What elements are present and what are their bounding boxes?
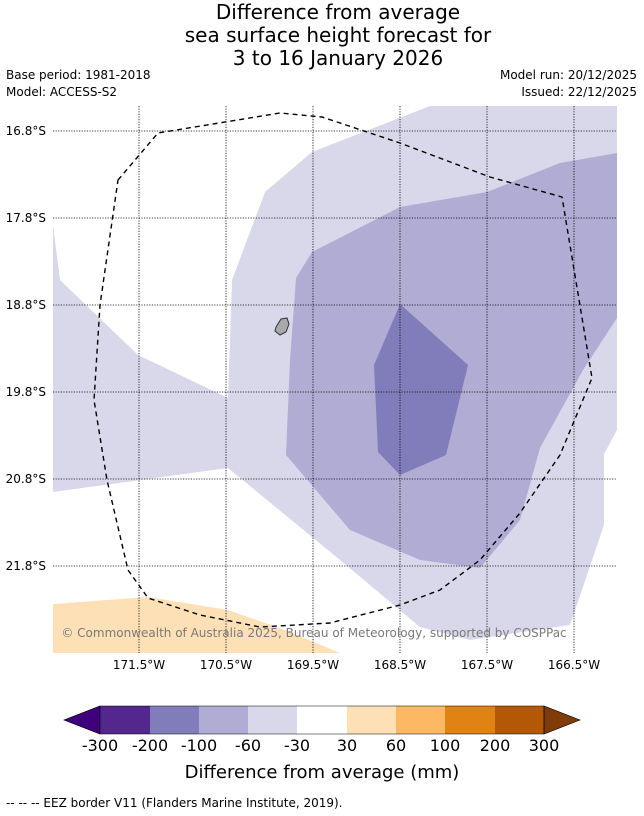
lat-labels: 16.8°S 17.8°S 18.8°S 19.8°S 20.8°S 21.8°… (6, 124, 46, 573)
colorbar-tick: -60 (235, 736, 261, 755)
colorbar-tick: 30 (337, 736, 357, 755)
base-period: Base period: 1981-2018 (6, 68, 151, 82)
colorbar-tick: -200 (132, 736, 168, 755)
issued-date: Issued: 22/12/2025 (521, 85, 637, 99)
chart-title: Difference from average sea surface heig… (0, 1, 644, 70)
lon-label: 167.5°W (461, 658, 513, 672)
colorbar-segment (543, 705, 581, 735)
eez-legend-note: -- -- -- EEZ border V11 (Flanders Marine… (6, 796, 343, 810)
lon-label: 169.5°W (287, 658, 339, 672)
colorbar-tick: 100 (430, 736, 461, 755)
colorbar-segment (63, 705, 101, 735)
island-land (274, 317, 290, 336)
lon-label: 168.5°W (374, 658, 426, 672)
colorbar: -300 -200 -100 -60 -30 30 60 100 200 300… (63, 705, 581, 783)
colorbar-tick: 60 (386, 736, 406, 755)
lat-label: 21.8°S (6, 559, 46, 573)
colorbar-segment (445, 706, 495, 734)
colorbar-segment (347, 706, 396, 734)
lat-label: 16.8°S (6, 124, 46, 138)
graticule (53, 106, 617, 653)
contour-band-plus30 (53, 597, 340, 653)
colorbar-tick: -100 (181, 736, 217, 755)
colorbar-segment (495, 706, 544, 734)
meta-left: Base period: 1981-2018 Model: ACCESS-S2 (6, 67, 151, 101)
colorbar-segment (248, 706, 297, 734)
copyright-text: © Commonwealth of Australia 2025, Bureau… (61, 626, 566, 640)
lat-label: 17.8°S (6, 211, 46, 225)
colorbar-segment (199, 706, 248, 734)
colorbar-segment (396, 706, 445, 734)
lon-label: 166.5°W (548, 658, 600, 672)
title-line-3: 3 to 16 January 2026 (232, 46, 444, 70)
lat-label: 20.8°S (6, 472, 46, 486)
colorbar-segment (150, 706, 199, 734)
colorbar-tick: 300 (529, 736, 560, 755)
lon-labels: 171.5°W 170.5°W 169.5°W 168.5°W 167.5°W … (113, 658, 600, 672)
colorbar-segment (297, 706, 347, 734)
lon-label: 171.5°W (113, 658, 165, 672)
lon-label: 170.5°W (200, 658, 252, 672)
contour-band-minus100 (374, 304, 468, 475)
model-run: Model run: 20/12/2025 (499, 68, 637, 82)
colorbar-segment (100, 706, 150, 734)
map-area: © Commonwealth of Australia 2025, Bureau… (53, 106, 617, 653)
title-line-2: sea surface height forecast for (184, 23, 492, 47)
colorbar-tick: 200 (480, 736, 511, 755)
lat-label: 18.8°S (6, 298, 46, 312)
colorbar-title: Difference from average (mm) (185, 762, 460, 783)
title-line-1: Difference from average (215, 0, 461, 24)
colorbar-tick: -30 (284, 736, 310, 755)
eez-border (93, 112, 593, 628)
model-name: Model: ACCESS-S2 (6, 85, 118, 99)
meta-right: Model run: 20/12/2025 Issued: 22/12/2025 (500, 67, 637, 101)
colorbar-tick: -300 (82, 736, 118, 755)
lat-label: 19.8°S (6, 385, 46, 399)
colorbar-outline (99, 705, 545, 735)
